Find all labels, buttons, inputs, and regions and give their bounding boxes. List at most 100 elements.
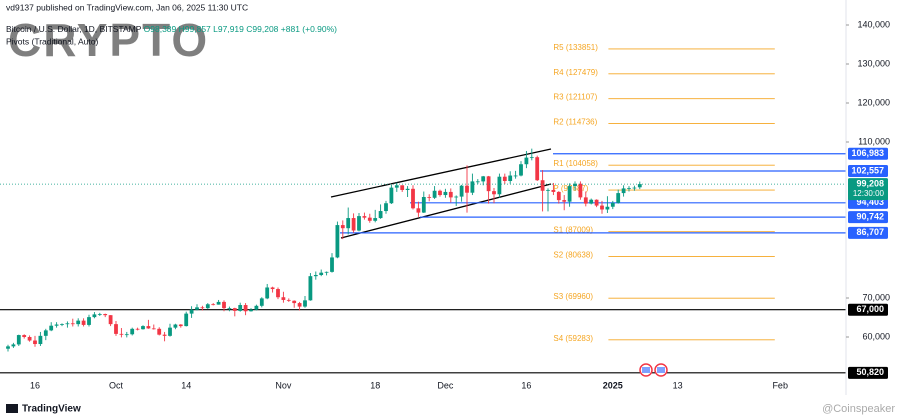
candle-body (416, 208, 421, 213)
pivot-name: R1 (553, 159, 564, 168)
pivot-name: R3 (553, 93, 564, 102)
candle-body (394, 185, 399, 188)
x-tick-label: 13 (673, 380, 683, 390)
candle-body (335, 225, 340, 258)
candle-body (162, 334, 167, 336)
candle-body (589, 199, 594, 204)
candle-body (303, 300, 307, 307)
candle-body (119, 333, 124, 335)
level-box (848, 366, 888, 379)
candle-body (438, 190, 442, 196)
candle-body (432, 190, 437, 198)
candle-body (276, 289, 280, 298)
credit: @Coinspeaker (822, 403, 895, 415)
candle-body (297, 303, 302, 307)
candle-body (243, 305, 248, 312)
symbol-name: Bitcoin / U.S. Dollar, 1D, BITSTAMP (6, 24, 142, 34)
candle-body (362, 216, 367, 218)
pivot-label: S3 (69960) (553, 292, 593, 301)
x-tick-label: Oct (109, 380, 124, 390)
candle-body (249, 309, 253, 312)
level-box (848, 226, 888, 239)
candle-body (546, 189, 550, 191)
published: vd9137 published on TradingView.com, Jan… (6, 2, 248, 12)
pivot-value: (114736) (566, 118, 598, 127)
brand-logo (6, 404, 18, 413)
candle-body (76, 320, 81, 325)
candle-body (637, 184, 642, 188)
candle-body (184, 313, 189, 327)
candle-body (497, 176, 502, 195)
candle-body (114, 324, 118, 334)
candle-body (168, 327, 172, 336)
pivot-label: R2 (114736) (553, 118, 597, 127)
channel-lower (340, 183, 552, 239)
candle-body (200, 307, 205, 309)
x-tick-label: 2025 (603, 380, 623, 390)
candle-body (524, 157, 529, 165)
candle-body (492, 191, 496, 195)
pivot-name: R4 (553, 68, 564, 77)
candle-body (610, 202, 615, 207)
candle-body (411, 188, 415, 209)
candle-body (529, 157, 534, 159)
candle-body (43, 330, 48, 336)
candle-body (65, 323, 70, 325)
pivot-label: S2 (80638) (553, 251, 593, 260)
candle-body (551, 189, 556, 192)
last-price-label: 99,208 (856, 178, 884, 188)
candle-body (54, 324, 59, 326)
pivot-value: (69960) (565, 292, 593, 301)
pivot-value: (104058) (566, 159, 598, 168)
candle-body (265, 287, 270, 299)
candle-body (405, 188, 410, 190)
candle-body (508, 175, 513, 182)
candle-body (232, 308, 237, 311)
candle-body (605, 206, 610, 210)
pivot-name: R5 (553, 43, 564, 52)
brand: TradingView (22, 404, 81, 415)
candle-body (481, 176, 486, 182)
candle-body (427, 196, 432, 198)
candle-body (384, 203, 388, 212)
candle-body (97, 313, 102, 315)
candle-body (448, 191, 453, 198)
candle-body (340, 225, 345, 229)
candle-body (259, 298, 264, 306)
pivot-value: (133851) (566, 43, 598, 52)
candle-body (367, 217, 372, 221)
candle-body (292, 300, 297, 304)
candle-body (16, 335, 21, 345)
candle-body (535, 157, 540, 181)
candle-body (389, 187, 394, 204)
candle-body (135, 328, 140, 330)
candle-body (486, 176, 491, 192)
candle-body (400, 185, 405, 190)
candle-body (151, 328, 156, 330)
y-tick-label: 130,000 (857, 58, 890, 68)
candle-body (238, 305, 243, 311)
candle-body (324, 271, 329, 273)
indicator: Pivots (Traditional, Auto) (6, 36, 98, 46)
candle-body (141, 326, 145, 330)
x-tick-label: 14 (181, 380, 191, 390)
candle-body (443, 191, 448, 196)
candle-body (22, 335, 27, 338)
pivot-value: (87009) (565, 226, 593, 235)
candle-body (351, 218, 356, 231)
plot: R5 (133851) R4 (127479) R3 (121107) R2 (114… (0, 43, 846, 374)
pivot-label: S1 (87009) (553, 226, 593, 235)
candle-body (519, 164, 523, 176)
y-tick-label: 70,000 (862, 292, 890, 302)
candle-body (621, 188, 626, 194)
candle-body (600, 205, 604, 210)
y-tick-label: 110,000 (858, 136, 890, 146)
y-tick-label: 140,000 (857, 19, 890, 29)
candle-body (627, 188, 631, 189)
candle-body (540, 180, 545, 191)
y-tick-label: 120,000 (857, 97, 890, 107)
candle-body (567, 186, 572, 202)
candle-body (583, 197, 588, 204)
candle-body (49, 325, 54, 331)
